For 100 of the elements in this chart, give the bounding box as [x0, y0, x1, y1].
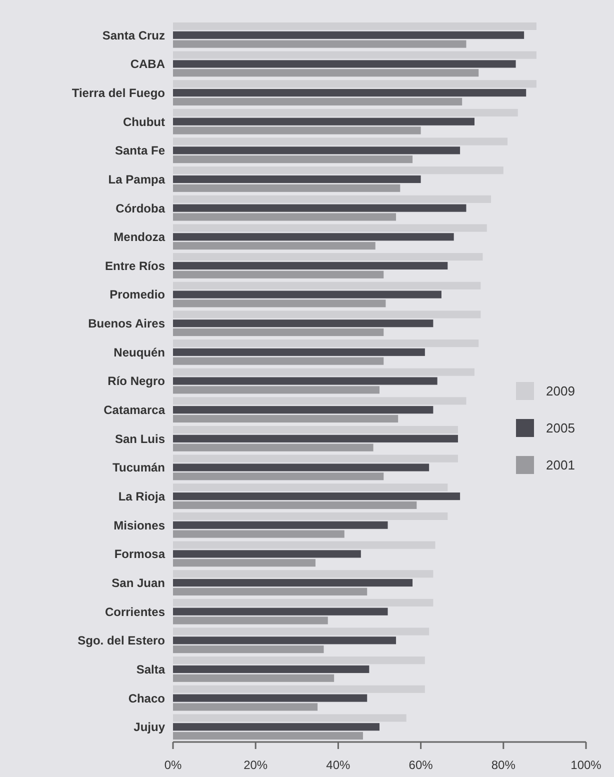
bar [173, 628, 430, 636]
y-tick-label: Salta [136, 662, 166, 676]
bar [173, 512, 448, 520]
bar [173, 598, 434, 606]
bar [173, 484, 448, 492]
y-tick-label: Río Negro [108, 374, 165, 388]
bar [173, 608, 388, 616]
y-tick-label: Mendoza [114, 230, 166, 244]
bar [173, 126, 421, 134]
bar [173, 80, 536, 88]
bar [173, 138, 508, 146]
bar [173, 98, 462, 106]
bar [173, 406, 434, 414]
y-tick-label: Formosa [114, 547, 166, 562]
bar [173, 732, 363, 740]
y-tick-label: Córdoba [116, 201, 166, 216]
bar [173, 472, 384, 480]
bar [173, 184, 400, 192]
y-tick-label: Corrientes [104, 604, 166, 619]
x-tick-label: 0% [164, 758, 182, 772]
bar [173, 434, 458, 442]
bar [173, 60, 516, 68]
bar [173, 501, 417, 509]
bar [173, 674, 334, 682]
bar [173, 310, 481, 318]
bar [173, 550, 361, 558]
x-tick-label: 40% [326, 758, 351, 772]
bar [173, 146, 460, 154]
bar [173, 118, 474, 126]
legend-label: 2005 [546, 420, 575, 436]
bar [173, 357, 384, 365]
bar [173, 694, 368, 702]
bar [173, 386, 380, 394]
bar [173, 213, 396, 221]
y-tick-label: Jujuy [134, 720, 166, 734]
bar [173, 290, 442, 298]
y-tick-label: Promedio [110, 288, 165, 302]
y-tick-label: La Rioja [118, 489, 166, 504]
y-tick-label: Catamarca [104, 403, 166, 418]
bar [173, 282, 481, 290]
y-tick-label: Entre Ríos [104, 258, 166, 273]
bar [173, 31, 524, 39]
x-tick-label: 100% [570, 758, 602, 772]
x-tick-label: 20% [244, 758, 268, 772]
bar [173, 166, 504, 174]
y-tick-label: San Luis [114, 432, 166, 446]
bar [173, 685, 425, 693]
bar [173, 464, 430, 472]
y-tick-label: Tucumán [112, 460, 165, 475]
y-tick-label: Chubut [123, 114, 165, 129]
y-tick-label: San Juan [112, 576, 165, 590]
bar [173, 22, 536, 30]
bar [173, 414, 398, 423]
bar [173, 703, 318, 711]
bar [173, 156, 413, 164]
bar [173, 108, 518, 116]
y-tick-label: Chaco [128, 691, 165, 706]
bar [173, 339, 479, 348]
bar [173, 270, 384, 278]
x-tick-label: 60% [408, 758, 434, 772]
bar [173, 320, 434, 328]
bar [173, 348, 425, 356]
bar [173, 328, 384, 336]
bar [173, 377, 438, 385]
legend-label: 2001 [546, 458, 575, 473]
bar [173, 224, 487, 232]
bar [173, 300, 386, 308]
bar [173, 51, 536, 59]
legend-label: 2009 [546, 384, 575, 399]
bar [173, 397, 466, 405]
y-tick-label: Santa Fe [114, 144, 166, 158]
bar [173, 426, 458, 434]
bar [173, 368, 474, 376]
y-tick-label: Neuquén [114, 345, 165, 360]
bar [173, 444, 374, 452]
bar [173, 636, 396, 644]
y-tick-label: Sgo. del Estero [78, 634, 165, 648]
bar [173, 195, 492, 203]
y-tick-label: Buenos Aires [88, 316, 166, 331]
y-tick-label: Santa Cruz [102, 28, 165, 42]
y-tick-label: Tierra del Fuego [72, 86, 165, 100]
y-tick-label: Misiones [114, 518, 166, 532]
bar [173, 521, 388, 529]
bar [173, 40, 466, 48]
bar [173, 578, 413, 587]
bar [173, 204, 466, 212]
bar [173, 723, 380, 731]
bar [173, 253, 483, 261]
bar [173, 530, 344, 538]
bar [173, 714, 406, 722]
bar [173, 588, 368, 596]
y-tick-label: CABA [130, 57, 166, 72]
bar [173, 492, 460, 500]
bar [173, 242, 376, 250]
y-tick-label: La Pampa [108, 172, 166, 186]
bar [173, 656, 425, 664]
bar [173, 665, 370, 674]
bar [173, 559, 316, 567]
bar [173, 175, 421, 184]
bar [173, 88, 526, 97]
